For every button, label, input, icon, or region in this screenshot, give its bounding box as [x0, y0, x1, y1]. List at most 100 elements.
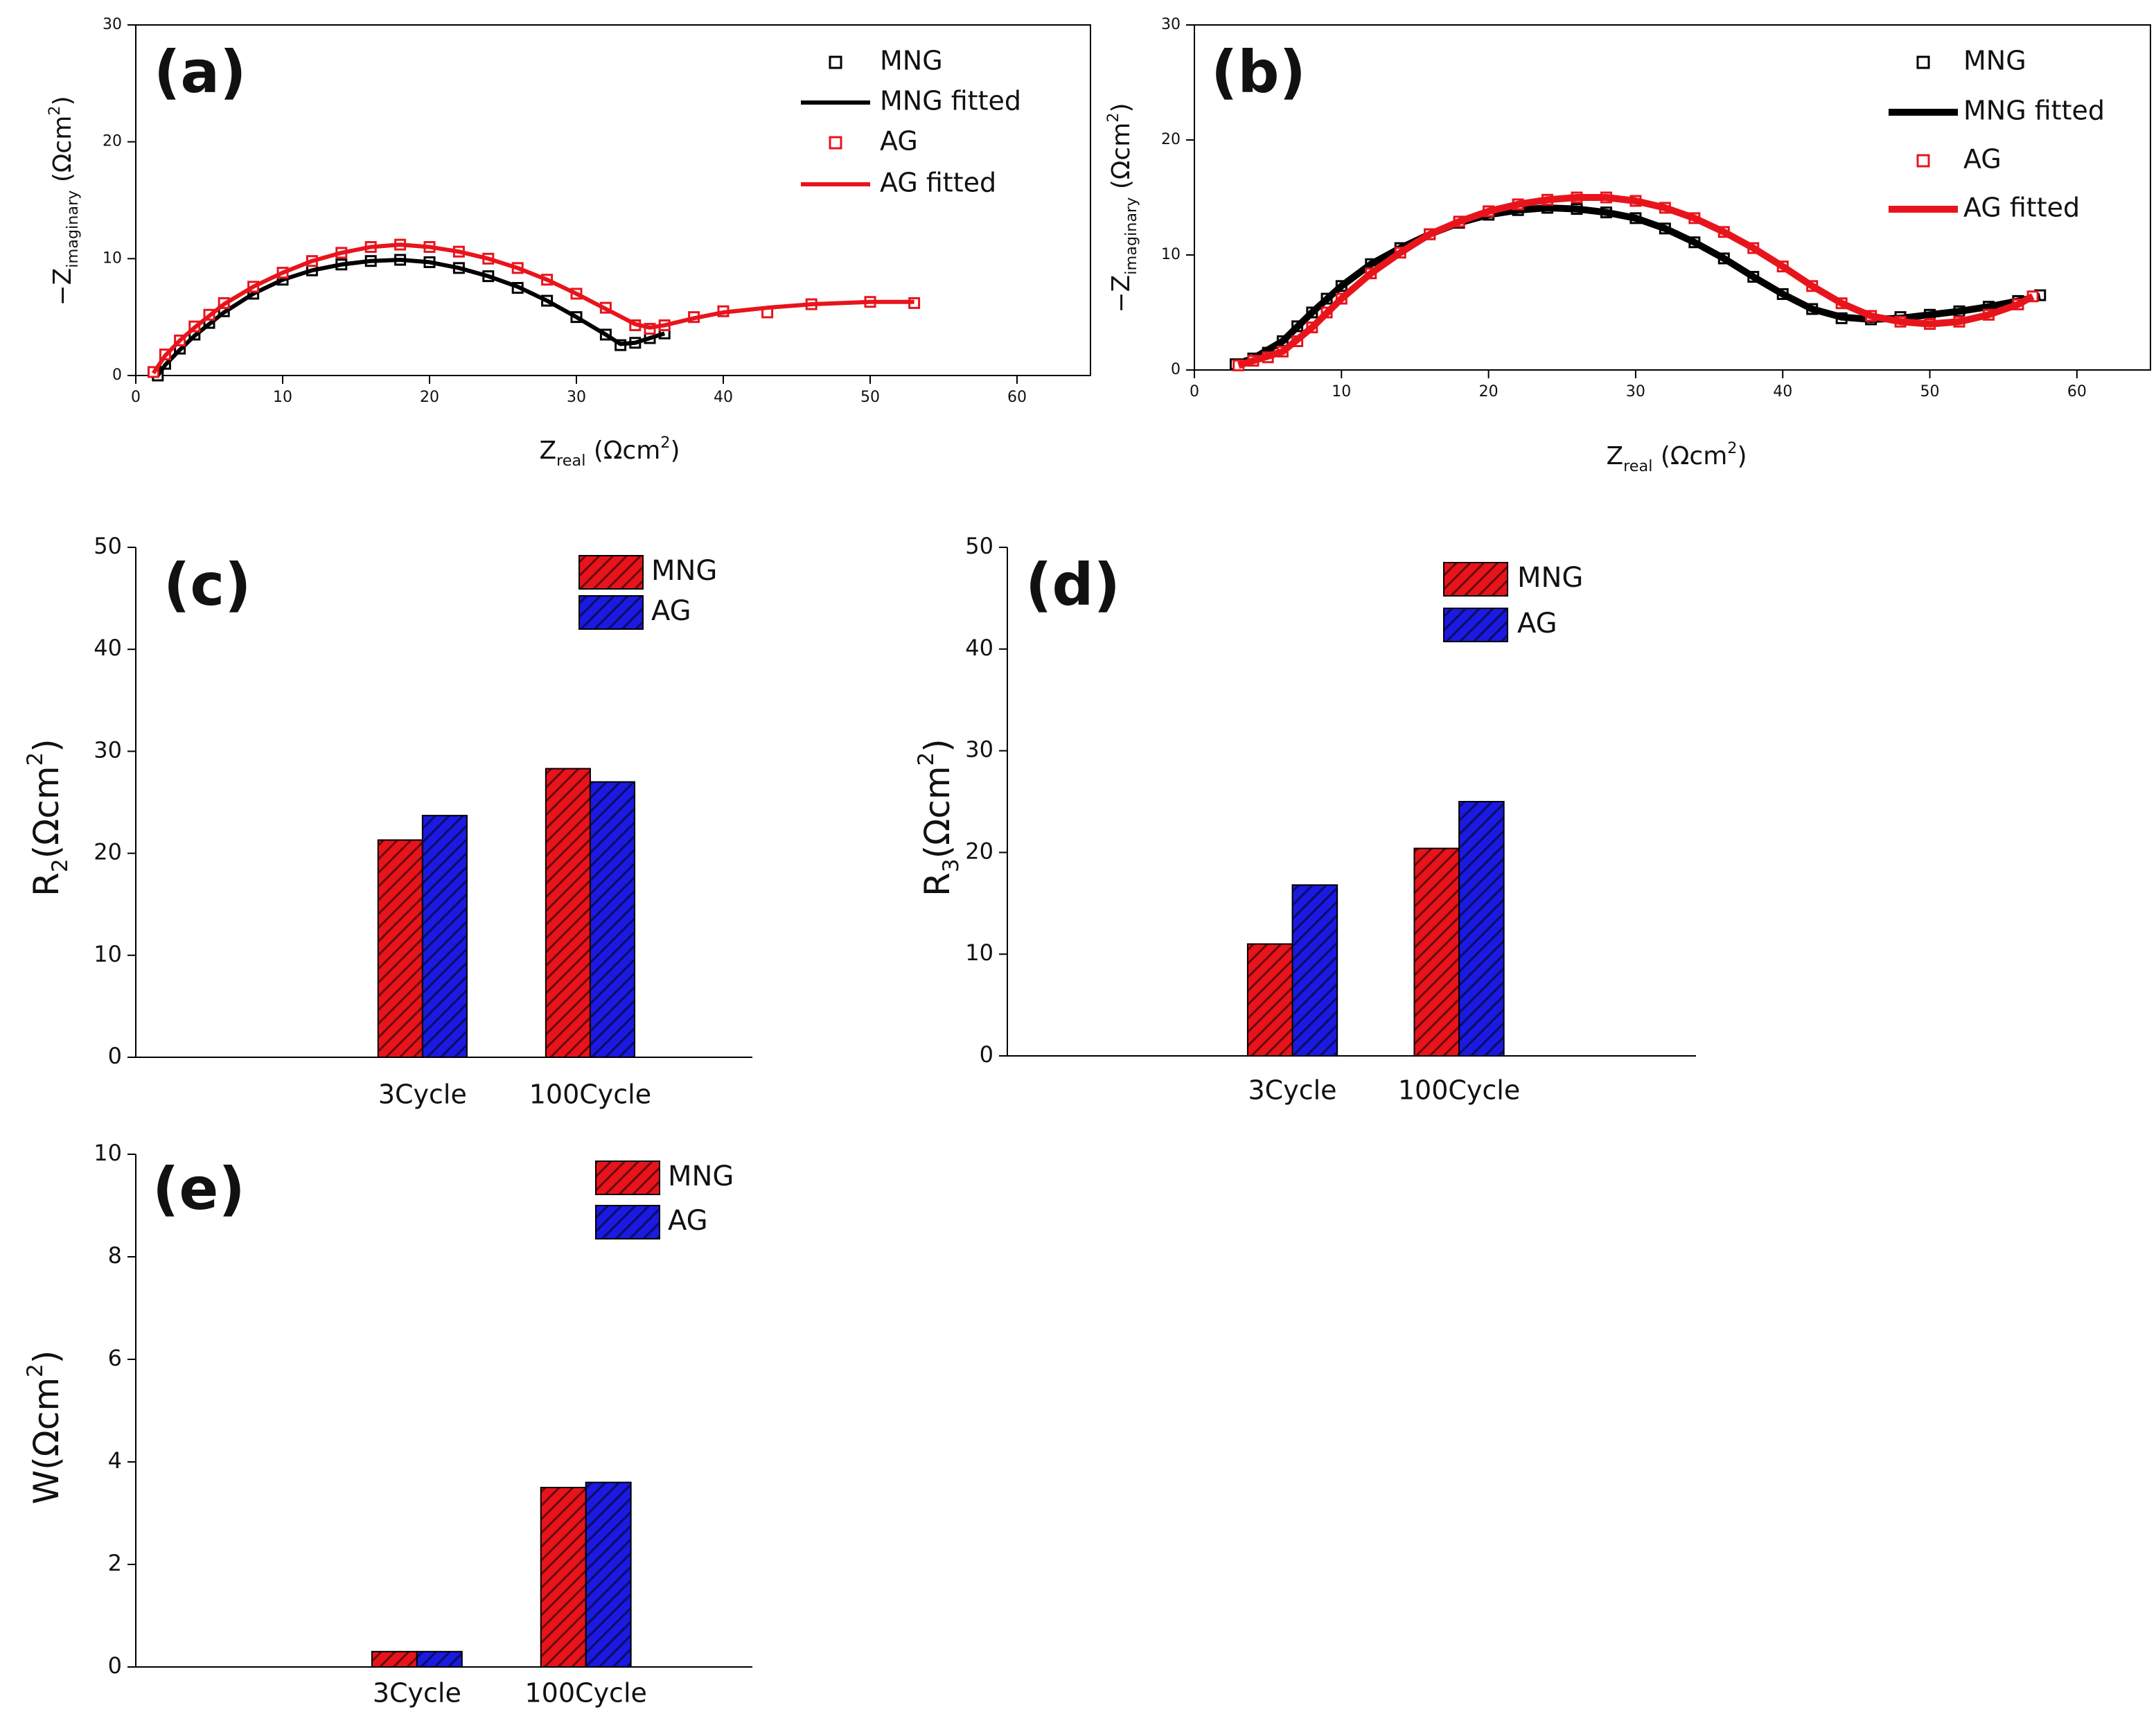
y-tick-label: 20	[103, 133, 122, 150]
bar	[377, 839, 423, 1058]
bar	[421, 815, 468, 1058]
x-tick-label: 10	[273, 389, 292, 406]
y-axis-label-part: )	[48, 96, 77, 105]
y-tick-label: 2	[108, 1550, 122, 1576]
bar	[589, 781, 636, 1059]
panel-label: (a)	[154, 38, 246, 106]
x-tick-label: 30	[567, 389, 586, 406]
y-tick-label: 30	[94, 736, 122, 763]
legend-label: AG	[651, 595, 691, 627]
bar	[1458, 801, 1505, 1057]
x-axis-label-part: (Ωcm	[585, 436, 660, 465]
y-tick-label: 8	[108, 1242, 122, 1269]
fit-line	[156, 258, 666, 377]
x-tick-label: 20	[1479, 383, 1499, 400]
x-tick-label: 50	[860, 389, 880, 406]
x-tick-label: 60	[1007, 389, 1027, 406]
y-tick-label: 0	[1171, 361, 1181, 378]
x-axis-label-part: real	[556, 452, 585, 470]
y-tick-label: 4	[108, 1447, 122, 1474]
y-tick-label: 0	[108, 1652, 122, 1679]
y-axis-label-part: )	[917, 739, 957, 752]
legend-label: AG	[1517, 608, 1557, 639]
panel-label: (c)	[164, 551, 251, 619]
y-axis-label-part: (Ωcm	[1107, 123, 1136, 197]
y-axis-label-part: (Ωcm	[917, 766, 957, 858]
x-tick-label: 20	[420, 389, 439, 406]
legend-label: MNG	[880, 46, 943, 76]
bar	[416, 1650, 463, 1668]
y-tick-label: 6	[108, 1345, 122, 1371]
y-tick-label: 20	[1161, 131, 1181, 148]
y-axis-label-part: )	[1107, 103, 1136, 112]
y-axis-label: R2(Ωcm2)	[23, 739, 73, 897]
y-axis-label-part: 2	[46, 105, 64, 115]
y-tick-label: 10	[965, 939, 993, 966]
legend-label: MNG	[668, 1161, 734, 1192]
x-tick-label: 40	[714, 389, 733, 406]
bar	[1291, 884, 1338, 1057]
y-axis-label-part: 2	[914, 752, 939, 766]
y-tick-label: 0	[980, 1041, 993, 1068]
x-axis-label-part: )	[1737, 442, 1747, 470]
legend-label: MNG	[651, 555, 717, 587]
legend-swatch	[595, 1205, 660, 1239]
y-axis-label-part: (Ωcm	[26, 766, 67, 858]
panel-label: (d)	[1025, 551, 1120, 619]
plot-frame	[1194, 24, 2151, 371]
y-axis-label-part: 2	[23, 752, 48, 766]
y-axis-label-part: 2	[23, 1364, 48, 1377]
fit-line	[151, 242, 914, 375]
legend-label: MNG fitted	[880, 86, 1021, 116]
y-axis-label-part: 2	[1104, 112, 1122, 122]
y-axis-label: W(Ωcm2)	[23, 1350, 67, 1505]
y-axis-label: −Zimaginary (Ωcm2)	[46, 96, 82, 306]
fit-line	[1237, 194, 2035, 369]
legend-label: MNG	[1517, 562, 1583, 594]
y-tick-label: 50	[94, 533, 122, 559]
x-axis-label-part: Z	[539, 436, 556, 465]
bar	[371, 1650, 418, 1668]
x-axis-label-part: 2	[1727, 439, 1737, 457]
legend-swatch	[1443, 608, 1508, 642]
y-axis-label-part: imaginary	[1122, 197, 1140, 275]
y-axis-label-part: )	[26, 1350, 67, 1364]
y-axis-label-part: W(Ωcm	[26, 1377, 67, 1504]
x-tick-label: 100Cycle	[1398, 1075, 1520, 1106]
x-axis-label-part: )	[670, 436, 680, 465]
y-axis-label-part: R	[26, 872, 67, 897]
y-tick-label: 10	[94, 941, 122, 967]
y-axis-label-part: imaginary	[64, 191, 82, 268]
y-tick-label: 50	[965, 533, 993, 559]
x-tick-label: 100Cycle	[529, 1079, 651, 1110]
x-axis-label-part: Z	[1606, 442, 1623, 470]
bar	[585, 1481, 632, 1668]
y-axis-label: −Zimaginary (Ωcm2)	[1104, 103, 1140, 312]
x-tick-label: 30	[1626, 383, 1645, 400]
bar	[1246, 943, 1293, 1057]
y-tick-label: 40	[94, 635, 122, 661]
fit-line	[1234, 204, 2041, 368]
x-tick-label: 10	[1332, 383, 1351, 400]
y-axis-label-part: 2	[48, 858, 73, 872]
bar	[545, 768, 591, 1058]
y-axis-label-part: (Ωcm	[48, 116, 77, 191]
y-tick-label: 30	[965, 736, 993, 763]
y-tick-label: 20	[965, 838, 993, 864]
legend-swatch	[1443, 562, 1508, 597]
y-tick-label: 10	[94, 1140, 122, 1166]
legend-label: AG fitted	[1963, 193, 2080, 223]
y-tick-label: 0	[108, 1043, 122, 1069]
x-tick-label: 3Cycle	[373, 1678, 461, 1709]
y-axis-label-part: )	[26, 739, 67, 752]
y-axis-label-part: −Z	[1107, 275, 1136, 313]
legend-label: MNG	[1963, 46, 2026, 76]
x-tick-label: 50	[1920, 383, 1940, 400]
y-tick-label: 40	[965, 635, 993, 661]
legend-swatch	[578, 555, 644, 590]
panel-label: (b)	[1211, 38, 1306, 106]
x-axis-label-part: 2	[660, 434, 670, 452]
legend-marker	[829, 55, 842, 69]
x-axis-label: Zreal (Ωcm2)	[539, 434, 680, 470]
